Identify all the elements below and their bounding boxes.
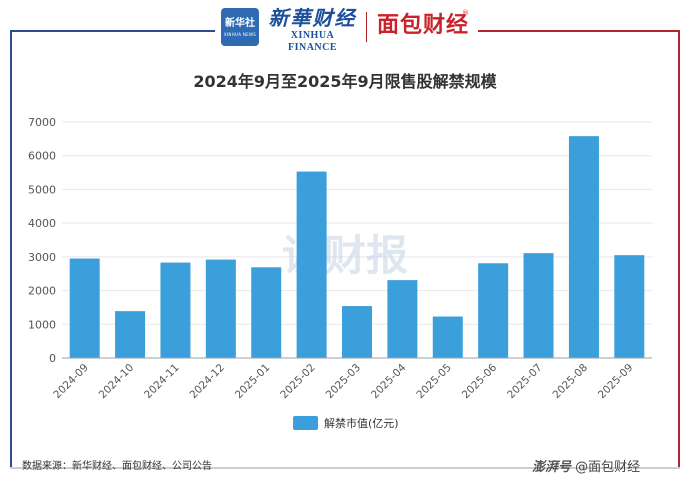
y-tick-label: 6000 bbox=[28, 150, 56, 163]
legend: 解禁市值(亿元) bbox=[293, 416, 399, 430]
bar-2025-07 bbox=[523, 253, 554, 358]
frame-left bbox=[10, 30, 12, 468]
bar-2024-10 bbox=[115, 311, 146, 358]
y-tick-label: 7000 bbox=[28, 116, 56, 129]
xinhua-finance-logo: 新華财经 XINHUA FINANCE bbox=[265, 6, 360, 54]
y-tick-label: 1000 bbox=[28, 318, 56, 331]
brand-header: 新华社 XINHUA NEWS 新華财经 XINHUA FINANCE 面包财经… bbox=[0, 0, 690, 53]
xinhua-news-logo: 新华社 XINHUA NEWS bbox=[221, 8, 259, 46]
x-tick-label: 2025-02 bbox=[278, 362, 318, 402]
bar-2025-04 bbox=[387, 280, 418, 358]
bars bbox=[69, 136, 645, 358]
xinhua-finance-en: XINHUA FINANCE bbox=[287, 30, 338, 53]
bar-2025-09 bbox=[614, 255, 645, 358]
x-tick-label: 2025-04 bbox=[369, 361, 409, 401]
registered-mark: ® bbox=[462, 9, 469, 17]
x-tick-label: 2025-03 bbox=[324, 362, 364, 402]
legend-swatch bbox=[293, 416, 318, 430]
brand-separator bbox=[366, 12, 367, 42]
gridlines bbox=[62, 121, 652, 325]
frame-top-right bbox=[478, 30, 680, 32]
x-tick-label: 2024-12 bbox=[187, 362, 227, 402]
bar-2025-08 bbox=[568, 136, 599, 358]
x-tick-label: 2025-06 bbox=[460, 361, 500, 401]
mianbao-finance-logo: 面包财经 bbox=[377, 13, 470, 38]
frame-right bbox=[678, 30, 680, 468]
bar-2024-12 bbox=[205, 259, 236, 358]
x-tick-label: 2025-07 bbox=[505, 362, 545, 402]
x-tick-label: 2024-09 bbox=[51, 362, 91, 402]
xinhua-badge-cn: 新华社 bbox=[225, 18, 255, 29]
data-source-note: 数据来源：新华财经、面包财经、公司公告 bbox=[22, 461, 212, 472]
footer-account: @面包财经 bbox=[575, 460, 641, 475]
bar-2025-02 bbox=[296, 171, 327, 358]
footer-attribution: 澎湃号 @面包财经 bbox=[532, 456, 640, 475]
y-tick-label: 4000 bbox=[28, 217, 56, 230]
x-tick-label: 2025-08 bbox=[551, 362, 591, 402]
chart-title: 2024年9月至2025年9月限售股解禁规模 bbox=[193, 72, 497, 91]
x-tick-label: 2025-01 bbox=[233, 362, 273, 402]
bar-2025-03 bbox=[342, 306, 372, 358]
x-tick-label: 2025-05 bbox=[414, 362, 454, 402]
x-tick-label: 2024-11 bbox=[142, 362, 182, 402]
x-tick-label: 2024-10 bbox=[97, 362, 137, 402]
xinhua-finance-cn: 新華财经 bbox=[268, 6, 357, 30]
bar-2024-09 bbox=[69, 258, 100, 358]
bar-2025-06 bbox=[478, 263, 509, 358]
frame-bottom bbox=[10, 467, 680, 469]
y-tick-label: 2000 bbox=[28, 285, 56, 298]
bar-2025-01 bbox=[251, 267, 282, 358]
footer-platform: 澎湃号 bbox=[532, 460, 572, 475]
y-tick-label: 5000 bbox=[28, 183, 56, 196]
frame-top-left bbox=[10, 30, 215, 32]
xinhua-badge-en: XINHUA NEWS bbox=[223, 32, 257, 37]
bar-2024-11 bbox=[160, 262, 191, 358]
y-tick-label: 3000 bbox=[28, 251, 56, 264]
x-tick-label: 2025-09 bbox=[596, 362, 636, 402]
bar-2025-05 bbox=[432, 316, 463, 358]
x-tick-labels: 2024-09 2024-10 2024-11 2024-12 2025-01 2025-… bbox=[51, 361, 635, 401]
y-tick-label: 0 bbox=[49, 352, 56, 365]
y-tick-labels: 0 1000 2000 3000 4000 5000 6000 7000 bbox=[28, 116, 56, 365]
legend-label: 解禁市值(亿元) bbox=[324, 416, 399, 430]
